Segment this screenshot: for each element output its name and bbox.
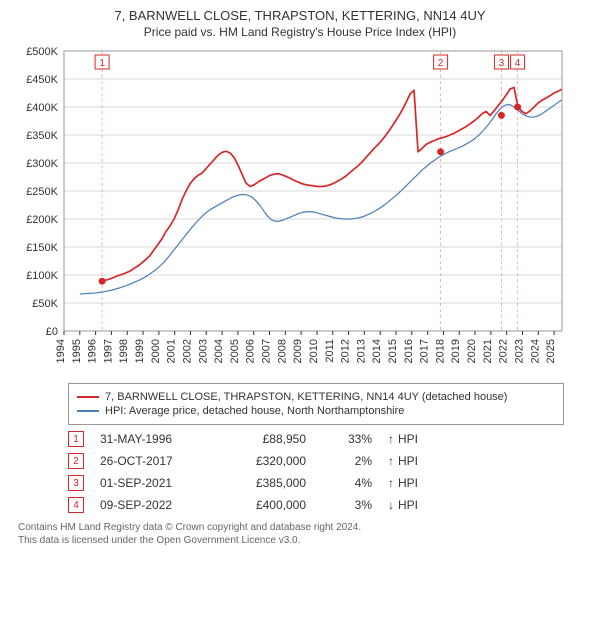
svg-text:1999: 1999 — [134, 339, 146, 363]
svg-text:2025: 2025 — [545, 339, 557, 363]
svg-text:2008: 2008 — [276, 339, 288, 363]
svg-text:2011: 2011 — [324, 339, 336, 363]
svg-text:£150K: £150K — [26, 242, 58, 254]
transaction-pct: 2% — [322, 454, 372, 468]
transaction-row: 2 26-OCT-2017 £320,000 2% ↑ HPI — [68, 453, 564, 469]
svg-text:2006: 2006 — [245, 339, 257, 363]
svg-text:2009: 2009 — [292, 339, 304, 363]
transaction-marker: 3 — [68, 475, 84, 491]
transactions-table: 131-MAY-1996£88,95033%↑HPI226-OCT-2017£3… — [68, 431, 564, 513]
title-main: 7, BARNWELL CLOSE, THRAPSTON, KETTERING,… — [8, 8, 592, 23]
svg-text:4: 4 — [515, 58, 521, 69]
svg-text:2023: 2023 — [513, 339, 525, 363]
transaction-price: £400,000 — [226, 498, 306, 512]
transaction-pct: 3% — [322, 498, 372, 512]
svg-text:£200K: £200K — [26, 214, 58, 226]
svg-text:2016: 2016 — [403, 339, 415, 363]
transaction-date: 01-SEP-2021 — [100, 476, 210, 490]
transaction-relative: ↑ HPI — [388, 432, 418, 446]
svg-text:2013: 2013 — [355, 339, 367, 363]
svg-text:1: 1 — [99, 58, 105, 69]
svg-text:2015: 2015 — [387, 339, 399, 363]
footer-attribution: Contains HM Land Registry data © Crown c… — [18, 521, 564, 547]
arrow-down-icon: ↓ — [388, 498, 394, 512]
transaction-pct: 4% — [322, 476, 372, 490]
svg-text:£400K: £400K — [26, 102, 58, 114]
legend-label: 7, BARNWELL CLOSE, THRAPSTON, KETTERING,… — [105, 391, 507, 403]
svg-text:1994: 1994 — [55, 339, 67, 363]
legend-swatch — [77, 396, 99, 398]
svg-text:£300K: £300K — [26, 158, 58, 170]
svg-text:2014: 2014 — [371, 339, 383, 363]
legend-swatch — [77, 410, 99, 412]
legend: 7, BARNWELL CLOSE, THRAPSTON, KETTERING,… — [68, 383, 564, 425]
transaction-marker: 2 — [68, 453, 84, 469]
svg-text:2002: 2002 — [181, 339, 193, 363]
svg-text:2018: 2018 — [434, 339, 446, 363]
title-sub: Price paid vs. HM Land Registry's House … — [8, 25, 592, 39]
arrow-up-icon: ↑ — [388, 454, 394, 468]
transaction-marker: 1 — [68, 431, 84, 447]
transaction-date: 26-OCT-2017 — [100, 454, 210, 468]
transaction-relative: ↑ HPI — [388, 476, 418, 490]
svg-text:2004: 2004 — [213, 339, 225, 363]
transaction-rel-label: HPI — [398, 498, 418, 512]
transaction-date: 31-MAY-1996 — [100, 432, 210, 446]
transaction-relative: ↓ HPI — [388, 498, 418, 512]
svg-text:£350K: £350K — [26, 130, 58, 142]
transaction-rel-label: HPI — [398, 454, 418, 468]
svg-text:2012: 2012 — [340, 339, 352, 363]
svg-text:1997: 1997 — [102, 339, 114, 363]
svg-text:2019: 2019 — [450, 339, 462, 363]
svg-text:2007: 2007 — [261, 339, 273, 363]
svg-text:£250K: £250K — [26, 186, 58, 198]
svg-text:2022: 2022 — [498, 339, 510, 363]
svg-text:2010: 2010 — [308, 339, 320, 363]
svg-text:£450K: £450K — [26, 74, 58, 86]
svg-text:1998: 1998 — [118, 339, 130, 363]
transaction-price: £320,000 — [226, 454, 306, 468]
transaction-pct: 33% — [322, 432, 372, 446]
legend-label: HPI: Average price, detached house, Nort… — [105, 405, 404, 417]
transaction-relative: ↑ HPI — [388, 454, 418, 468]
svg-text:2000: 2000 — [150, 339, 162, 363]
svg-text:£500K: £500K — [26, 46, 58, 58]
transaction-marker: 4 — [68, 497, 84, 513]
chart-area: £0 £50K £100K £150K £200K £250K £300K £350K £400… — [8, 45, 592, 375]
transaction-rel-label: HPI — [398, 432, 418, 446]
svg-text:2021: 2021 — [482, 339, 494, 363]
svg-text:2017: 2017 — [419, 339, 431, 363]
svg-text:2003: 2003 — [197, 339, 209, 363]
svg-text:3: 3 — [499, 58, 505, 69]
transaction-price: £88,950 — [226, 432, 306, 446]
svg-text:1996: 1996 — [87, 339, 99, 363]
chart-titles: 7, BARNWELL CLOSE, THRAPSTON, KETTERING,… — [8, 8, 592, 39]
svg-text:2001: 2001 — [166, 339, 178, 363]
transaction-price: £385,000 — [226, 476, 306, 490]
transaction-row: 1 31-MAY-1996 £88,950 33% ↑ HPI — [68, 431, 564, 447]
arrow-up-icon: ↑ — [388, 432, 394, 446]
footer-line1: Contains HM Land Registry data © Crown c… — [18, 521, 564, 534]
transaction-rel-label: HPI — [398, 476, 418, 490]
svg-text:2020: 2020 — [466, 339, 478, 363]
svg-text:£0: £0 — [46, 326, 58, 338]
price-chart: £0 £50K £100K £150K £200K £250K £300K £350K £400… — [8, 45, 592, 375]
svg-text:£50K: £50K — [32, 298, 58, 310]
arrow-up-icon: ↑ — [388, 476, 394, 490]
svg-text:2005: 2005 — [229, 339, 241, 363]
legend-row: HPI: Average price, detached house, Nort… — [77, 405, 555, 417]
svg-text:1995: 1995 — [71, 339, 83, 363]
legend-row: 7, BARNWELL CLOSE, THRAPSTON, KETTERING,… — [77, 391, 555, 403]
svg-text:£100K: £100K — [26, 270, 58, 282]
transaction-date: 09-SEP-2022 — [100, 498, 210, 512]
transaction-row: 3 01-SEP-2021 £385,000 4% ↑ HPI — [68, 475, 564, 491]
svg-text:2: 2 — [438, 58, 444, 69]
transaction-row: 4 09-SEP-2022 £400,000 3% ↓ HPI — [68, 497, 564, 513]
footer-line2: This data is licensed under the Open Gov… — [18, 534, 564, 547]
svg-text:2024: 2024 — [529, 339, 541, 363]
